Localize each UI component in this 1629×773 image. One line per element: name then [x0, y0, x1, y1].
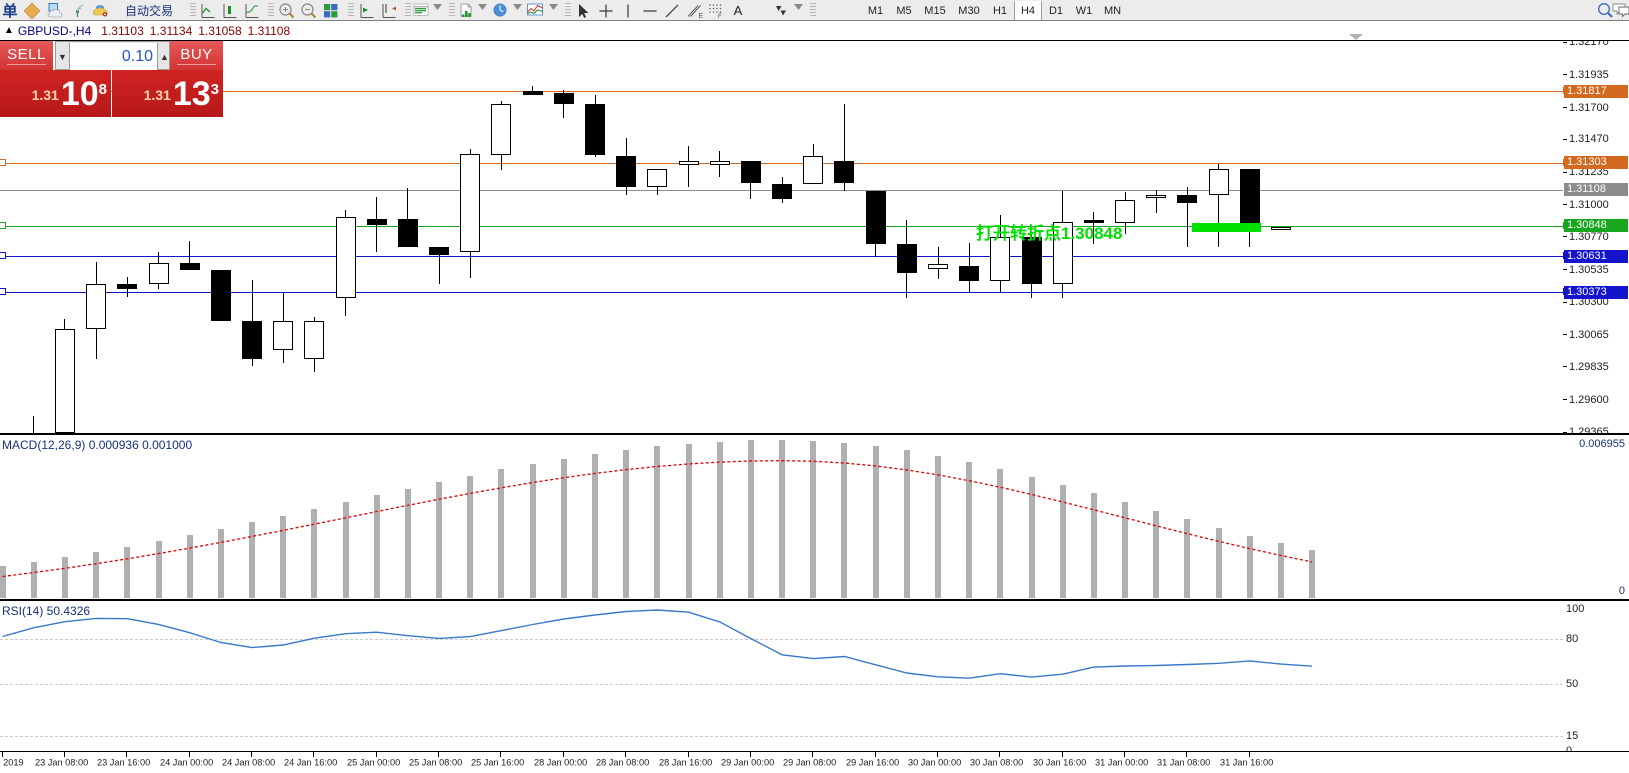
svg-text:F: F [718, 14, 722, 20]
